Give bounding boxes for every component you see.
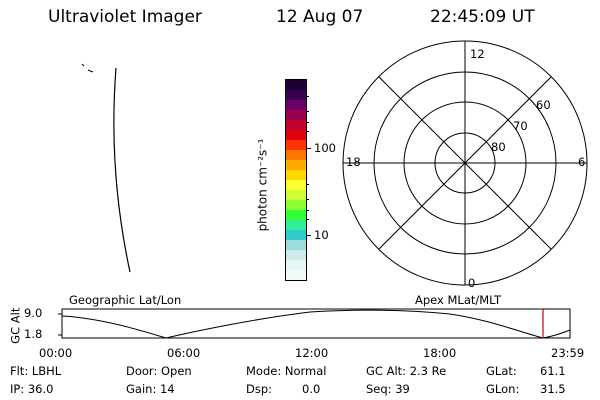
colorbar-swatch	[286, 90, 306, 100]
timeline-tick-2359: 23:59	[551, 346, 585, 360]
status-door: Door: Open	[126, 364, 192, 378]
colorbar-swatch	[286, 240, 306, 250]
timeline-tick-0600: 06:00	[167, 346, 201, 360]
limb-fragment	[87, 69, 94, 73]
colorbar-minor-tick	[307, 131, 309, 132]
altitude-curve	[61, 309, 571, 339]
colorbar-gradient	[286, 80, 306, 280]
colorbar-minor-tick	[307, 111, 309, 112]
status-glat-value: 61.1	[540, 364, 566, 378]
timeline-frame	[61, 308, 571, 339]
status-ip: IP: 36.0	[10, 382, 54, 396]
status-mode: Mode: Normal	[246, 364, 327, 378]
mlt-label-6: 6	[578, 155, 586, 169]
colorbar-minor-tick	[307, 199, 309, 200]
colorbar-minor-tick	[307, 219, 309, 220]
colorbar-swatch	[286, 80, 306, 90]
colorbar-swatch	[286, 270, 306, 280]
status-glat-label: GLat:	[486, 364, 517, 378]
colorbar-swatch	[286, 210, 306, 220]
colorbar-swatch	[286, 170, 306, 180]
lat-label-80: 80	[491, 140, 506, 154]
colorbar-swatch	[286, 110, 306, 120]
colorbar-swatch	[286, 120, 306, 130]
status-dsp-label: Dsp:	[246, 382, 273, 396]
colorbar-minor-tick	[307, 96, 309, 97]
lat-label-70: 70	[513, 119, 528, 133]
timeline-left-label: Geographic Lat/Lon	[69, 293, 182, 307]
mlt-label-18: 18	[346, 155, 361, 169]
colorbar-swatch	[286, 260, 306, 270]
colorbar-swatch	[286, 160, 306, 170]
limb-fragment-2	[81, 63, 85, 67]
colorbar-swatch	[286, 220, 306, 230]
colorbar-swatch	[286, 200, 306, 210]
colorbar-swatch	[286, 100, 306, 110]
status-glon-value: 31.5	[540, 382, 566, 396]
colorbar-swatch	[286, 130, 306, 140]
colorbar-swatch	[286, 140, 306, 150]
colorbar-tick-100	[307, 148, 311, 149]
timeline-tick-1800: 18:00	[423, 346, 457, 360]
date-label: 12 Aug 07	[276, 7, 364, 27]
mlt-line-diag-2	[378, 76, 552, 250]
colorbar-swatch	[286, 190, 306, 200]
colorbar-label-100: 100	[314, 141, 336, 155]
status-gc-alt: GC Alt: 2.3 Re	[366, 364, 447, 378]
colorbar-minor-tick	[307, 184, 309, 185]
colorbar-swatch	[286, 250, 306, 260]
colorbar-swatch	[286, 150, 306, 160]
time-label: 22:45:09 UT	[430, 7, 535, 27]
timeline-y-top: 9.0	[24, 306, 43, 320]
colorbar-swatch	[286, 230, 306, 240]
app-title: Ultraviolet Imager	[48, 7, 202, 27]
timeline-tick-1200: 12:00	[295, 346, 329, 360]
status-seq: Seq: 39	[366, 382, 410, 396]
colorbar-swatch	[286, 180, 306, 190]
timeline-right-label: Apex MLat/MLT	[415, 293, 502, 307]
timeline-tick-0000: 00:00	[39, 346, 73, 360]
status-filter: Flt: LBHL	[10, 364, 62, 378]
timeline-y-bottom: 1.8	[24, 327, 43, 341]
status-glon-label: GLon:	[486, 382, 520, 396]
status-gain: Gain: 14	[126, 382, 175, 396]
intensity-colorbar	[285, 79, 307, 281]
lat-label-60: 60	[536, 98, 551, 112]
colorbar-label-10: 10	[314, 228, 329, 242]
colorbar-minor-tick	[307, 122, 309, 123]
mlt-label-0: 0	[468, 276, 476, 290]
mlt-label-12: 12	[470, 47, 485, 61]
earth-limb-arc	[113, 67, 131, 273]
colorbar-minor-tick	[307, 210, 309, 211]
colorbar-tick-10	[307, 235, 311, 236]
status-dsp-value: 0.0	[302, 382, 321, 396]
